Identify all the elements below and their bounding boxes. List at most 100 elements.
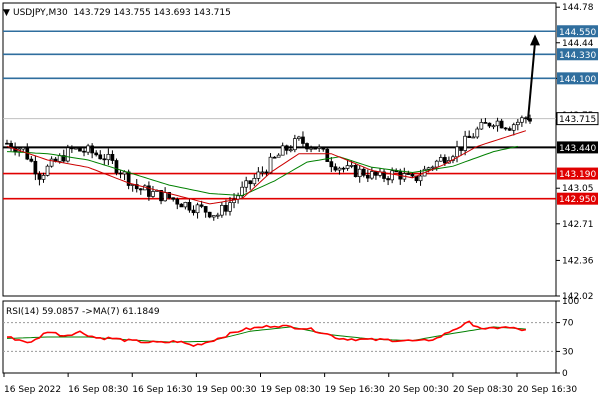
candle-body <box>418 175 423 182</box>
candle-body <box>74 147 78 150</box>
candle-body <box>21 147 26 150</box>
candle-body <box>357 168 362 178</box>
candle-body <box>256 171 261 179</box>
candle-body <box>65 147 70 162</box>
level-price-tag <box>557 192 598 205</box>
candle-body <box>159 189 163 202</box>
candle-body <box>90 145 94 154</box>
candle-body <box>215 214 220 217</box>
candle-body <box>317 146 322 149</box>
candle-body <box>337 167 342 171</box>
level-price-tag <box>557 72 598 85</box>
price-panel: 144.78144.44144.10143.75143.05142.71142.… <box>2 2 599 302</box>
candle-body <box>191 209 196 214</box>
price-axis-label: 142.71 <box>562 220 594 230</box>
candle-body <box>313 147 317 150</box>
symbol-header: USDJPY,M30 143.729 143.755 143.693 143.7… <box>13 8 231 18</box>
candle-body <box>203 206 208 213</box>
candle-body <box>499 120 504 129</box>
rsi-header: RSI(14) 59.0857 ->MA(7) 61.1849 <box>6 307 160 317</box>
candle-body <box>280 145 285 156</box>
candle-body <box>276 154 281 158</box>
candle-body <box>268 156 273 174</box>
candle-body <box>102 158 107 161</box>
candle-body <box>515 121 520 126</box>
fast-moving-average-line <box>6 130 527 205</box>
candle-body <box>179 203 184 208</box>
candle-body <box>495 120 500 127</box>
candle-body <box>491 125 496 128</box>
candle-body <box>386 178 390 181</box>
current-price-tag <box>556 112 599 126</box>
level-price-label: 144.330 <box>559 51 596 61</box>
forecast-arrow-shaft <box>526 42 536 121</box>
level-price-label: 143.190 <box>559 170 596 180</box>
dropdown-triangle-icon[interactable]: ▼ <box>3 8 10 18</box>
candle-body <box>361 168 366 176</box>
candle-body <box>207 211 212 218</box>
time-axis-label: 16 Sep 16:30 <box>132 385 192 395</box>
candle-body <box>151 191 155 197</box>
rsi-axis-label: 70 <box>562 319 574 329</box>
candle-body <box>325 148 330 162</box>
candle-body <box>520 117 524 123</box>
level-price-label: 144.100 <box>559 75 596 85</box>
candle-body <box>382 171 386 179</box>
candle-body <box>471 136 476 139</box>
time-axis-label: 19 Sep 00:30 <box>196 385 256 395</box>
rsi-line <box>6 320 527 347</box>
candle-body <box>29 158 34 162</box>
candle-body <box>49 158 54 167</box>
candle-body <box>341 167 346 170</box>
rsi-panel: 100 70 30 0 <box>2 297 579 379</box>
candle-body <box>365 174 370 179</box>
candle-body <box>443 157 447 164</box>
candle-body <box>297 136 301 139</box>
price-axis-label: 144.78 <box>562 3 594 13</box>
time-axis-label: 19 Sep 08:30 <box>261 385 321 395</box>
candle-body <box>252 178 257 185</box>
candle-body <box>61 155 66 162</box>
candle-body <box>199 204 204 207</box>
candle-body <box>224 205 228 212</box>
candle-body <box>98 154 103 160</box>
candle-body <box>353 165 358 178</box>
rsi-axis-label: 100 <box>562 297 579 307</box>
level-price-tag <box>557 167 598 180</box>
candle-body <box>70 147 74 150</box>
candle-body <box>260 171 265 174</box>
level-price-tag <box>557 141 598 154</box>
candle-body <box>511 124 516 131</box>
candle-body <box>37 173 42 180</box>
rsi-axis-label: 0 <box>562 369 568 379</box>
candle-body <box>284 145 289 151</box>
current-price-label: 143.715 <box>559 115 596 125</box>
candle-body <box>390 170 395 181</box>
candle-body <box>110 153 115 161</box>
candle-body <box>321 146 326 150</box>
level-price-tag <box>557 48 598 61</box>
candle-body <box>333 166 338 171</box>
candle-body <box>106 153 111 161</box>
candle-body <box>483 122 488 124</box>
candle-body <box>195 204 200 214</box>
candle-body <box>114 160 119 174</box>
candle-body <box>329 161 334 168</box>
candle-body <box>118 172 123 175</box>
time-axis-label: 20 Sep 16:30 <box>517 385 577 395</box>
candle-body <box>293 138 297 151</box>
candle-body <box>349 165 354 167</box>
candle-body <box>272 156 277 159</box>
candle-body <box>406 173 411 175</box>
price-axis-label: 144.44 <box>562 39 594 49</box>
time-axis-label: 16 Sep 2022 <box>4 385 61 395</box>
candle-body <box>305 143 309 150</box>
candle-body <box>475 128 480 138</box>
candle-body <box>78 147 82 152</box>
candle-body <box>126 171 131 186</box>
candle-body <box>82 150 86 153</box>
candle-body <box>228 202 232 212</box>
price-panel-frame <box>2 2 557 297</box>
candle-body <box>438 157 443 162</box>
